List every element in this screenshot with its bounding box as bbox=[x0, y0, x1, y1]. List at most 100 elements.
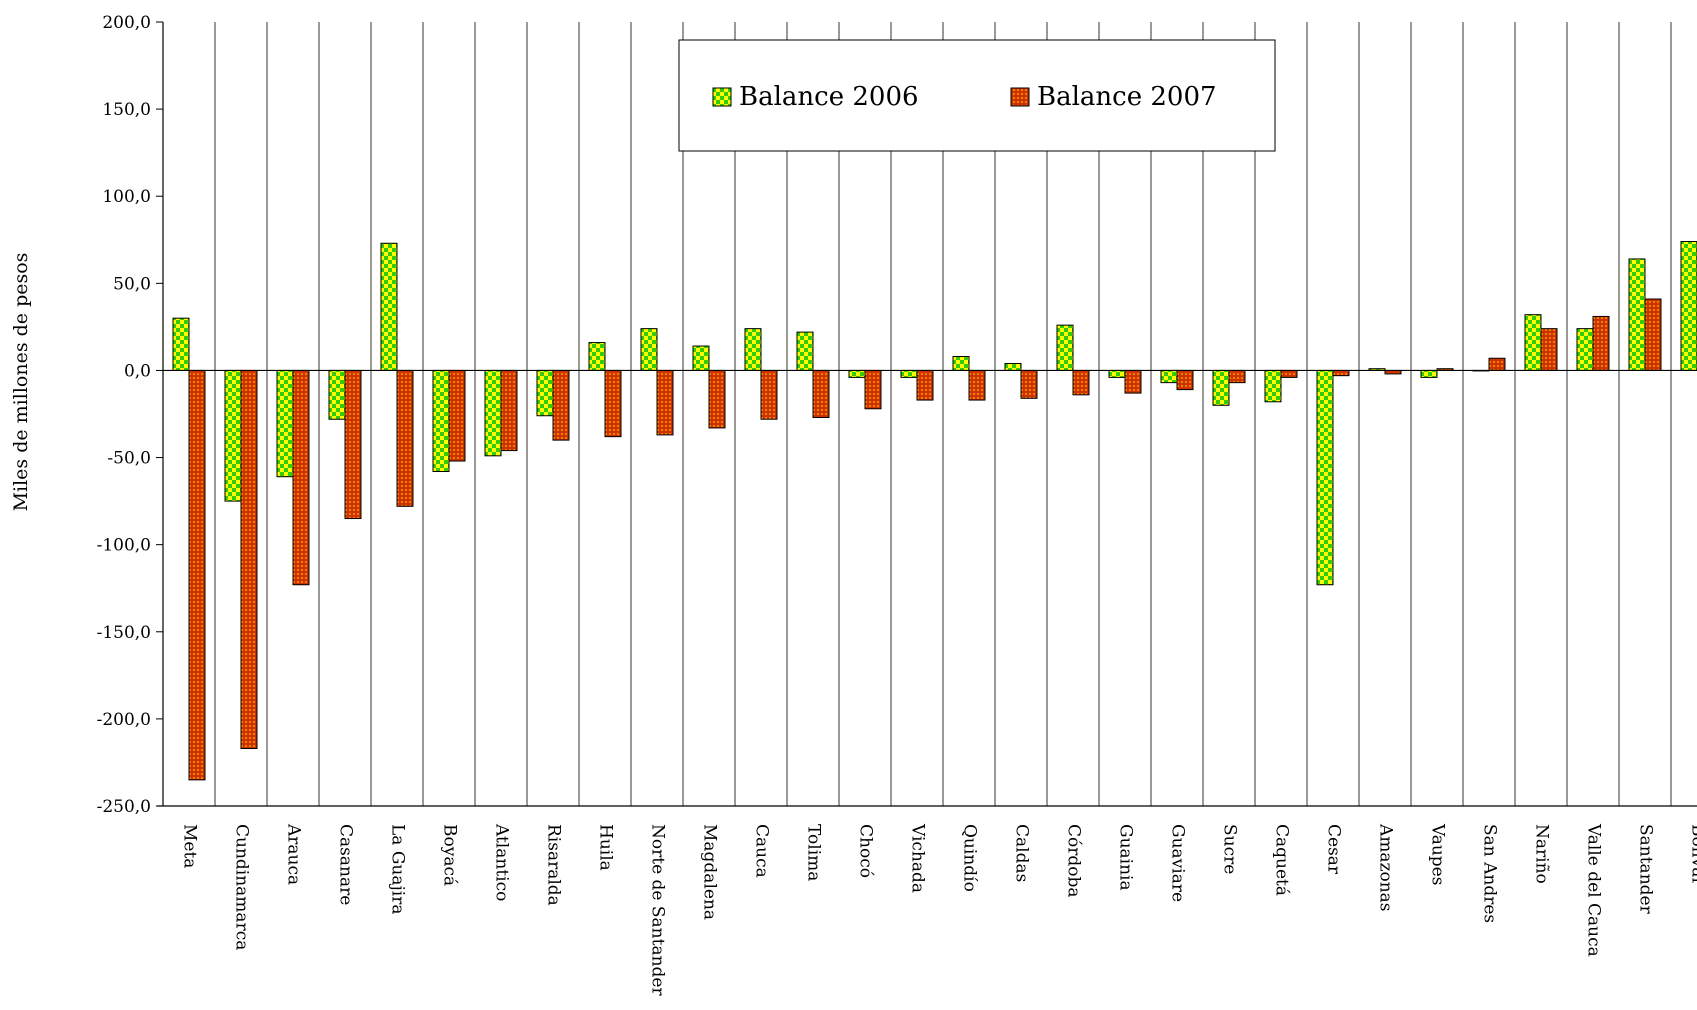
bar-2006 bbox=[1212, 369, 1230, 406]
category-label: Norte de Santander bbox=[648, 824, 668, 996]
bar-2006 bbox=[1680, 241, 1697, 371]
bar-2007 bbox=[708, 369, 726, 429]
legend-box bbox=[678, 39, 1276, 152]
bar-2006 bbox=[952, 356, 970, 371]
category-label: Guainia bbox=[1116, 824, 1136, 891]
category-label: Risaralda bbox=[544, 824, 564, 906]
category-label: Nariño bbox=[1532, 824, 1552, 884]
category-label: Guaviare bbox=[1168, 824, 1188, 902]
x-category-labels: Meta Cundinamarca Arauca Casanare La Guajira… bbox=[180, 823, 1697, 996]
category-label: Caldas bbox=[1012, 824, 1032, 882]
bar-2007 bbox=[1488, 357, 1506, 371]
bar-2007 bbox=[292, 369, 310, 586]
category-label: San Andres bbox=[1480, 824, 1500, 923]
legend-swatch-2007 bbox=[1010, 87, 1030, 107]
category-label: Arauca bbox=[284, 823, 304, 885]
bar-2006 bbox=[588, 342, 606, 371]
bar-2007 bbox=[1124, 369, 1142, 394]
bar-2007 bbox=[448, 369, 466, 462]
category-label: La Guajira bbox=[388, 824, 408, 914]
category-label: Santander bbox=[1636, 824, 1656, 915]
category-label: Córdoba bbox=[1064, 824, 1084, 898]
bar-2007 bbox=[552, 369, 570, 441]
bar-2007 bbox=[864, 369, 882, 410]
category-label: Valle del Cauca bbox=[1584, 823, 1604, 957]
bar-2006 bbox=[900, 369, 918, 378]
bar-2007 bbox=[1176, 369, 1194, 391]
category-label: Magdalena bbox=[700, 824, 720, 920]
bar-2007 bbox=[1592, 315, 1610, 371]
bar-2006 bbox=[1524, 314, 1542, 371]
category-label: Boyacá bbox=[440, 824, 460, 886]
category-label: Cauca bbox=[752, 824, 772, 878]
bars bbox=[172, 241, 1697, 781]
bar-2006 bbox=[692, 345, 710, 371]
y-tick-label: -50,0 bbox=[107, 449, 151, 469]
category-label: Meta bbox=[180, 824, 200, 868]
bar-2007 bbox=[1644, 298, 1662, 371]
bar-2006 bbox=[1056, 324, 1074, 371]
category-label: Chocó bbox=[856, 824, 876, 878]
y-tick-label: -250,0 bbox=[97, 797, 151, 817]
y-tick-label: 150,0 bbox=[102, 100, 151, 120]
bar-2006 bbox=[536, 369, 554, 417]
bar-2007 bbox=[604, 369, 622, 438]
bar-2007 bbox=[968, 369, 986, 401]
grid-lines bbox=[214, 22, 1672, 806]
bar-2006 bbox=[1264, 369, 1282, 403]
legend-label-2006: Balance 2006 bbox=[739, 82, 919, 112]
bar-2007 bbox=[500, 369, 518, 452]
bar-2007 bbox=[916, 369, 934, 401]
category-label: Huila bbox=[596, 824, 616, 871]
y-tick-label: 200,0 bbox=[102, 13, 151, 33]
bar-2006 bbox=[276, 369, 294, 478]
bar-2006 bbox=[1576, 328, 1594, 371]
bar-2007 bbox=[1228, 369, 1246, 384]
category-label: Bolívar bbox=[1688, 824, 1697, 886]
bar-2007 bbox=[240, 369, 258, 750]
bar-2007 bbox=[1020, 369, 1038, 399]
bar-2006 bbox=[380, 242, 398, 371]
category-label: Cundinamarca bbox=[232, 824, 252, 950]
bar-2006 bbox=[744, 328, 762, 371]
bar-2006 bbox=[796, 331, 814, 371]
category-label: Atlantico bbox=[492, 823, 512, 901]
bar-2006 bbox=[328, 369, 346, 420]
y-tick-label: -100,0 bbox=[97, 536, 151, 556]
bar-2007 bbox=[188, 369, 206, 781]
bar-2006 bbox=[1420, 369, 1438, 378]
bar-2007 bbox=[760, 369, 778, 420]
bar-2007 bbox=[1332, 369, 1350, 377]
bar-2006 bbox=[172, 317, 190, 371]
category-label: Cesar bbox=[1324, 824, 1344, 875]
legend-swatch-2006 bbox=[712, 87, 732, 107]
category-label: Casanare bbox=[336, 824, 356, 905]
category-label: Quindío bbox=[960, 824, 980, 892]
legend-label-2007: Balance 2007 bbox=[1037, 82, 1217, 112]
bar-2007 bbox=[1280, 369, 1298, 378]
bar-2006 bbox=[1004, 362, 1022, 371]
y-tick-label: 100,0 bbox=[102, 187, 151, 207]
legend: Balance 2006 Balance 2007 bbox=[678, 39, 1276, 152]
bar-2007 bbox=[396, 369, 414, 507]
bar-2007 bbox=[656, 369, 674, 436]
bar-2006 bbox=[224, 369, 242, 502]
bar-2006 bbox=[848, 369, 866, 378]
category-label: Vaupes bbox=[1428, 823, 1448, 885]
bar-2007 bbox=[1540, 328, 1558, 371]
bar-2006 bbox=[1316, 369, 1334, 586]
y-tick-labels: 200,0 150,0 100,0 50,0 0,0 -50,0 -100,0 -150,0 -… bbox=[97, 13, 163, 817]
bar-2006 bbox=[640, 328, 658, 371]
category-label: Amazonas bbox=[1376, 823, 1396, 912]
bar-2007 bbox=[812, 369, 830, 418]
y-tick-label: -150,0 bbox=[97, 623, 151, 643]
bar-2006 bbox=[1160, 369, 1178, 384]
y-tick-label: -200,0 bbox=[97, 710, 151, 730]
bar-2007 bbox=[1072, 369, 1090, 396]
y-tick-label: 0,0 bbox=[124, 361, 151, 381]
bar-2006 bbox=[1108, 369, 1126, 378]
y-tick-label: 50,0 bbox=[113, 274, 151, 294]
category-label: Caquetá bbox=[1272, 824, 1292, 896]
bar-2006 bbox=[432, 369, 450, 472]
